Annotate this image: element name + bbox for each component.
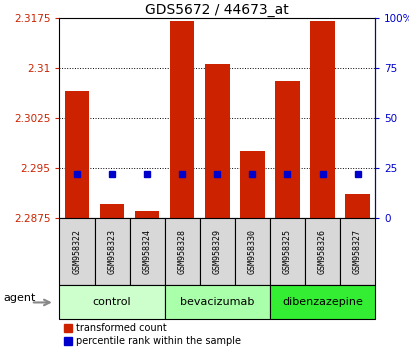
Title: GDS5672 / 44673_at: GDS5672 / 44673_at xyxy=(145,3,288,17)
Bar xyxy=(59,218,94,285)
Bar xyxy=(94,218,129,285)
Bar xyxy=(344,194,369,218)
Bar xyxy=(164,285,269,319)
Bar xyxy=(199,218,234,285)
Bar xyxy=(304,218,339,285)
Text: agent: agent xyxy=(3,293,35,303)
Text: GSM958327: GSM958327 xyxy=(352,229,361,274)
Bar xyxy=(135,211,159,218)
Text: GSM958325: GSM958325 xyxy=(282,229,291,274)
Bar xyxy=(274,81,299,218)
Bar xyxy=(170,21,194,218)
Bar xyxy=(129,218,164,285)
Text: GSM958323: GSM958323 xyxy=(107,229,116,274)
Text: GSM958322: GSM958322 xyxy=(72,229,81,274)
Bar xyxy=(164,218,199,285)
Text: dibenzazepine: dibenzazepine xyxy=(281,297,362,307)
Bar xyxy=(269,218,304,285)
Bar xyxy=(99,204,124,218)
Text: GSM958328: GSM958328 xyxy=(177,229,186,274)
Bar xyxy=(65,91,89,218)
Text: bevacizumab: bevacizumab xyxy=(180,297,254,307)
Bar xyxy=(59,285,164,319)
Bar xyxy=(234,218,269,285)
Bar xyxy=(204,64,229,218)
Bar xyxy=(339,218,374,285)
Bar xyxy=(310,21,334,218)
Text: GSM958324: GSM958324 xyxy=(142,229,151,274)
Text: GSM958330: GSM958330 xyxy=(247,229,256,274)
Text: GSM958329: GSM958329 xyxy=(212,229,221,274)
Bar xyxy=(269,285,374,319)
Text: control: control xyxy=(92,297,131,307)
Legend: transformed count, percentile rank within the sample: transformed count, percentile rank withi… xyxy=(64,324,240,346)
Text: GSM958326: GSM958326 xyxy=(317,229,326,274)
Bar xyxy=(240,151,264,218)
